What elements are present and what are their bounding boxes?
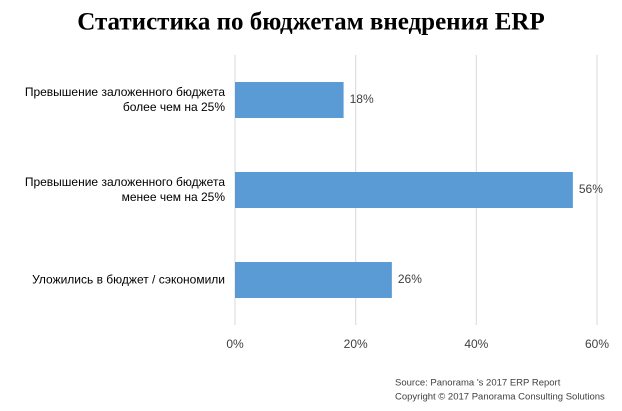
y-tick-label: Превышение заложенного бюджета менее чем… xyxy=(24,175,225,204)
x-tick-label: 0% xyxy=(226,337,244,351)
x-tick-label: 60% xyxy=(585,337,609,351)
y-tick-label: Превышение заложенного бюджета более чем… xyxy=(24,85,225,114)
chart-title: Статистика по бюджетам внедрения ERP xyxy=(77,9,545,36)
y-tick-label: Уложились в бюджет / сэкономили xyxy=(32,272,225,287)
value-label: 26% xyxy=(398,272,422,286)
bar xyxy=(235,262,392,298)
x-tick-label: 20% xyxy=(344,337,368,351)
value-label: 56% xyxy=(579,182,603,196)
source: Source: Panorama 's 2017 ERP Report xyxy=(395,378,561,389)
bar xyxy=(235,82,344,118)
value-label: 18% xyxy=(350,92,374,106)
x-tick-label: 40% xyxy=(464,337,488,351)
copyright: Copyright © 2017 Panorama Consulting Sol… xyxy=(395,392,605,403)
bar xyxy=(235,172,573,208)
